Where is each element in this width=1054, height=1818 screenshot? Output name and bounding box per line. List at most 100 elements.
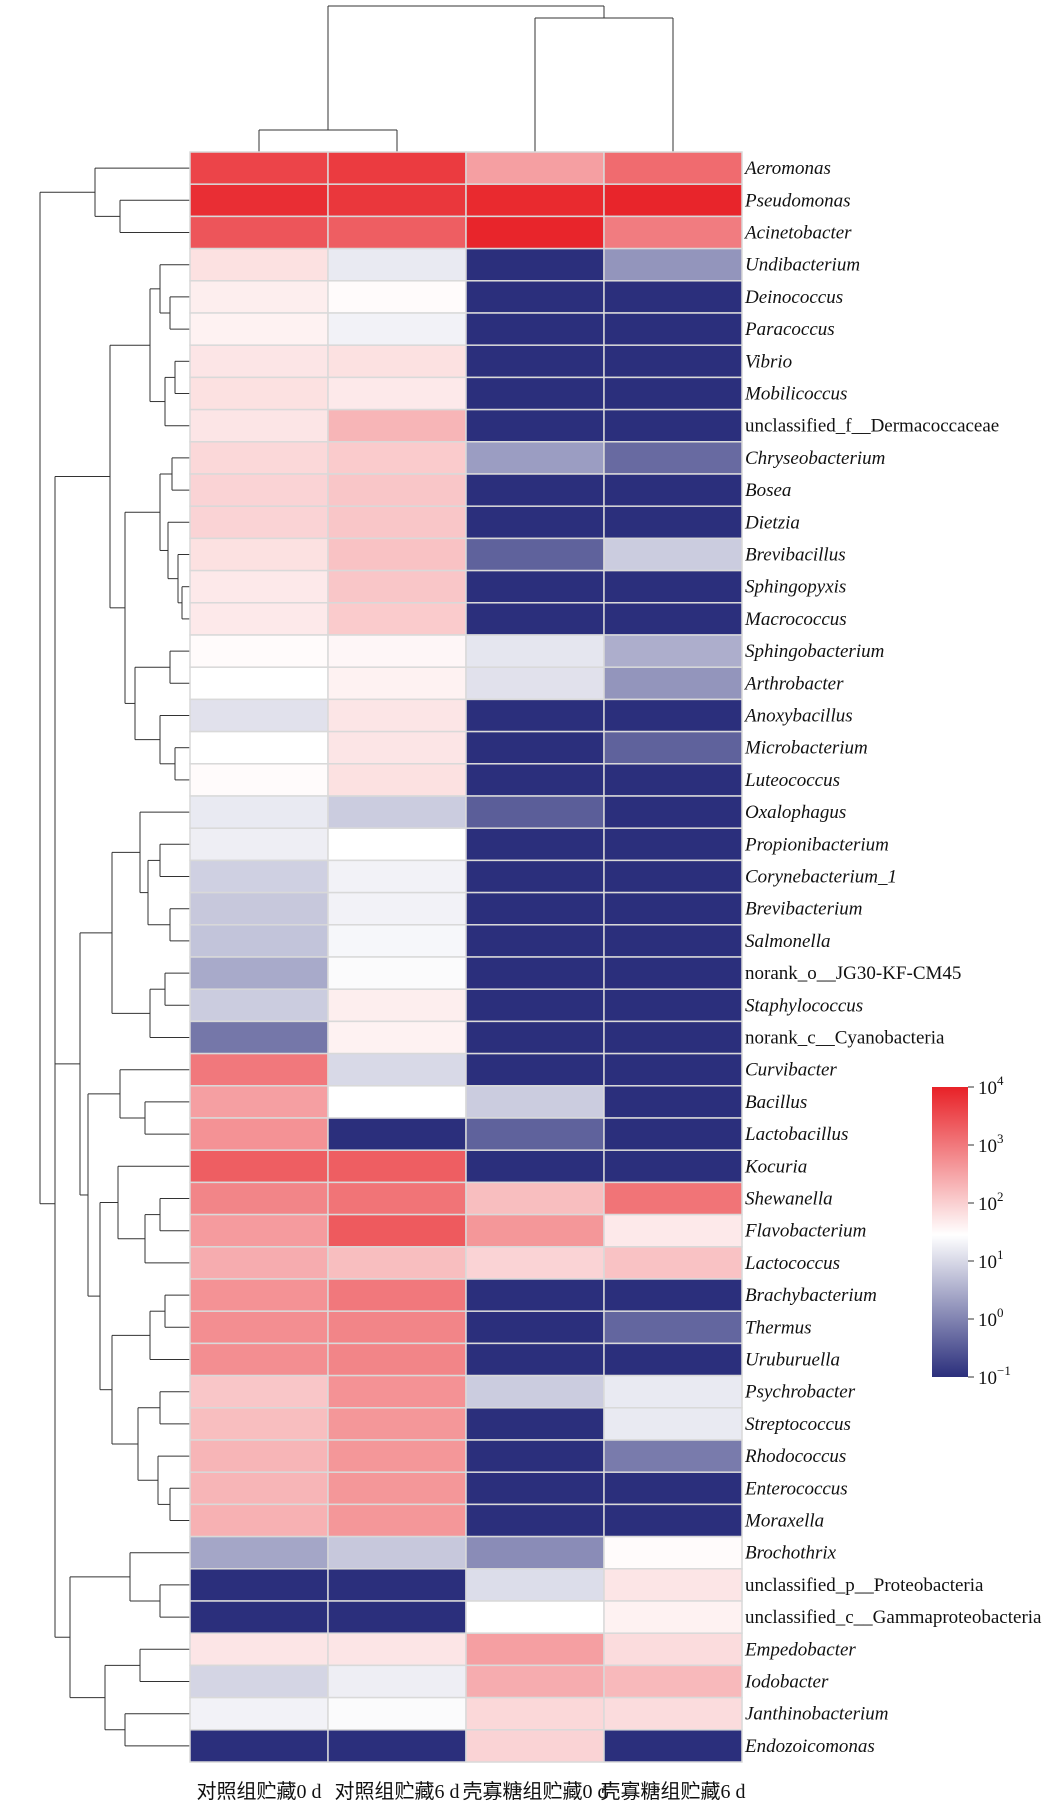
row-label: Iodobacter: [744, 1672, 829, 1693]
heatmap-cell: [603, 505, 743, 540]
row-label: Janthinobacterium: [745, 1704, 889, 1725]
heatmap-cell: [603, 344, 743, 379]
heatmap-cell: [327, 1246, 467, 1280]
heatmap-cell: [603, 473, 743, 507]
heatmap-cell: [327, 1342, 467, 1377]
heatmap-cell: [189, 730, 329, 765]
heatmap-cell: [603, 537, 743, 572]
heatmap-cell: [603, 1535, 743, 1570]
heatmap-cell: [327, 441, 467, 475]
row-label: Propionibacterium: [744, 834, 889, 855]
heatmap-cell: [189, 924, 329, 958]
heatmap-cell: [189, 1471, 329, 1506]
heatmap-cell: [189, 441, 329, 475]
heatmap-cell: [603, 441, 743, 475]
heatmap-cell: [465, 763, 605, 797]
heatmap-cell: [603, 1181, 743, 1216]
heatmap-cell: [189, 537, 329, 572]
row-label: Acinetobacter: [743, 223, 852, 244]
color-scale-bar: [932, 1087, 968, 1377]
row-label: Brachybacterium: [745, 1285, 877, 1306]
row-label: Microbacterium: [744, 738, 868, 759]
heatmap-cell: [603, 247, 743, 282]
heatmap-cell: [465, 1471, 605, 1506]
heatmap-cell: [327, 183, 467, 218]
heatmap-cell: [465, 1503, 605, 1538]
heatmap-cell: [465, 956, 605, 990]
heatmap-cell: [603, 1729, 743, 1763]
row-label: Thermus: [745, 1317, 812, 1338]
heatmap-cell: [603, 1213, 743, 1248]
heatmap-cell: [189, 215, 329, 250]
heatmap-cell: [465, 1246, 605, 1280]
heatmap-cell: [327, 473, 467, 507]
heatmap-cell: [465, 441, 605, 475]
heatmap-cell: [189, 1374, 329, 1409]
heatmap-cell: [189, 151, 329, 185]
heatmap-cell: [465, 1632, 605, 1667]
row-label: Rhodococcus: [744, 1446, 846, 1467]
heatmap-cell: [465, 1117, 605, 1151]
heatmap-cell: [189, 1535, 329, 1570]
column-label: 壳寡糖组贮藏6 d: [601, 1780, 746, 1803]
heatmap-cell: [327, 988, 467, 1023]
heatmap-cell: [603, 408, 743, 443]
heatmap-cell: [603, 666, 743, 701]
heatmap-cell: [603, 1632, 743, 1667]
heatmap-cell: [189, 344, 329, 379]
row-label: Flavobacterium: [744, 1221, 866, 1242]
heatmap-cell: [465, 1664, 605, 1699]
heatmap-cell: [327, 602, 467, 636]
heatmap-cell: [465, 1278, 605, 1312]
heatmap-cell: [189, 634, 329, 668]
row-label: Bosea: [745, 480, 791, 501]
row-label: Bacillus: [745, 1092, 807, 1113]
heatmap-cell: [189, 827, 329, 862]
row-label: Aeromonas: [743, 158, 831, 179]
heatmap-cell: [465, 1149, 605, 1184]
heatmap-cell: [465, 1085, 605, 1119]
heatmap-cell: [465, 1374, 605, 1409]
row-dendrogram: [39, 167, 190, 1747]
heatmap-cell: [327, 376, 467, 411]
row-label: Corynebacterium_1: [745, 867, 897, 888]
heatmap-cell: [189, 1181, 329, 1216]
heatmap-cell: [189, 1503, 329, 1538]
heatmap-cell: [189, 1052, 329, 1087]
heatmap-cell: [465, 376, 605, 411]
heatmap-cell: [189, 376, 329, 411]
row-label: Brevibacterium: [745, 899, 862, 920]
heatmap-cell: [327, 1664, 467, 1699]
heatmap-cell: [465, 795, 605, 829]
heatmap-cell: [189, 280, 329, 314]
heatmap-cell: [465, 1696, 605, 1731]
heatmap-cell: [189, 763, 329, 797]
legend-tick-label: 104: [978, 1073, 1004, 1099]
row-label: Deinococcus: [744, 287, 843, 308]
heatmap-cell: [327, 634, 467, 668]
heatmap-cell: [189, 505, 329, 540]
heatmap-cell: [327, 215, 467, 250]
heatmap-cell: [189, 1664, 329, 1699]
heatmap-cell: [189, 956, 329, 990]
row-label: norank_c__Cyanobacteria: [745, 1028, 945, 1049]
heatmap-cell: [189, 1600, 329, 1634]
heatmap-cell: [465, 1213, 605, 1248]
heatmap-cell: [327, 151, 467, 185]
heatmap-cell: [465, 215, 605, 250]
heatmap-cell: [465, 1407, 605, 1441]
row-label: Kocuria: [744, 1156, 807, 1177]
heatmap-cell: [189, 1439, 329, 1473]
heatmap-cell: [603, 795, 743, 829]
heatmap-cell: [603, 602, 743, 636]
row-label: Vibrio: [745, 351, 792, 372]
heatmap-cell: [327, 1020, 467, 1055]
legend-tick-label: 10−1: [978, 1363, 1011, 1389]
heatmap-cell: [189, 988, 329, 1023]
heatmap-cell: [327, 924, 467, 958]
row-label: Shewanella: [745, 1189, 833, 1210]
heatmap-cell: [189, 1278, 329, 1312]
row-label: Macrococcus: [744, 609, 847, 630]
heatmap-cell: [327, 1696, 467, 1731]
